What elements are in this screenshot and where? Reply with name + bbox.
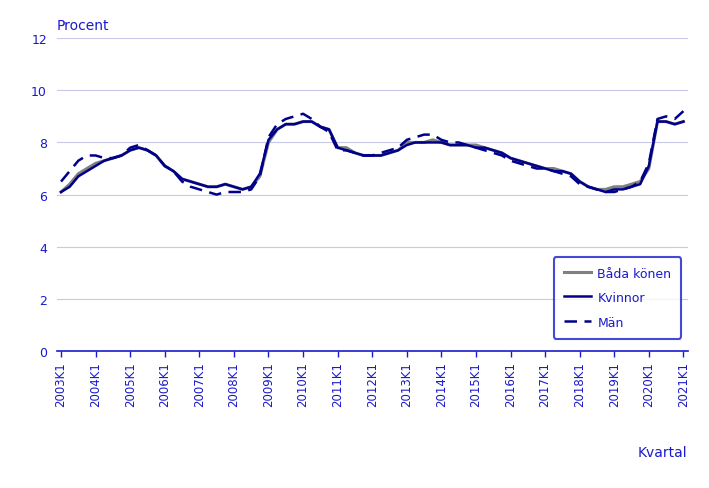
Män: [213, 192, 221, 198]
Båda könen: [298, 120, 307, 125]
Män: [57, 179, 65, 185]
Båda könen: [376, 153, 385, 159]
Båda könen: [601, 187, 610, 193]
Män: [679, 109, 688, 115]
Kvinnor: [264, 138, 273, 143]
Båda könen: [627, 182, 636, 188]
Legend: Båda könen, Kvinnor, Män: Båda könen, Kvinnor, Män: [554, 258, 681, 339]
Män: [195, 187, 203, 193]
Män: [376, 151, 385, 157]
Båda könen: [57, 190, 65, 196]
Line: Män: Män: [61, 112, 683, 195]
Kvinnor: [584, 184, 593, 190]
Båda könen: [264, 140, 273, 146]
Båda könen: [195, 182, 203, 188]
Män: [273, 122, 281, 128]
Kvinnor: [627, 184, 636, 190]
Line: Båda könen: Båda könen: [61, 122, 683, 193]
Män: [584, 184, 593, 190]
Line: Kvinnor: Kvinnor: [61, 122, 683, 193]
Män: [627, 184, 636, 190]
Kvinnor: [298, 120, 307, 125]
Text: Kvartal: Kvartal: [638, 445, 688, 459]
Text: Procent: Procent: [57, 19, 109, 33]
Kvinnor: [376, 153, 385, 159]
Kvinnor: [679, 120, 688, 125]
Kvinnor: [601, 190, 610, 196]
Män: [601, 190, 610, 196]
Kvinnor: [57, 190, 65, 196]
Kvinnor: [195, 182, 203, 188]
Båda könen: [584, 184, 593, 190]
Båda könen: [679, 120, 688, 125]
